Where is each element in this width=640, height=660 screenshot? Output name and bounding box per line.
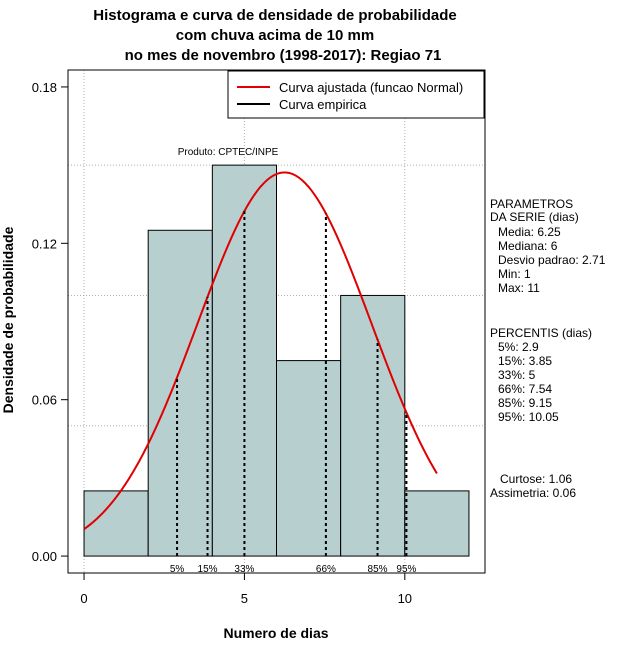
x-tick-label-0: 0 — [80, 591, 87, 606]
histogram-bar-1 — [147, 229, 213, 557]
axes: 0 5 10 0.00 0.06 0.12 0.18 — [32, 80, 412, 606]
percentis-title: PERCENTIS (dias) — [490, 326, 592, 340]
assimetria-value: Assimetria: 0.06 — [490, 486, 576, 500]
params-title-line-1: PARAMETROS — [490, 197, 573, 211]
legend-fitted-label: Curva ajustada (funcao Normal) — [279, 80, 463, 95]
param-mediana: Mediana: 6 — [498, 239, 558, 253]
percentil-33: 33%: 5 — [498, 368, 536, 382]
percentil-95: 95%: 10.05 — [498, 410, 559, 424]
percentil-5: 5%: 2.9 — [498, 340, 539, 354]
series-parameters-panel: PARAMETROS DA SERIE (dias) Media: 6.25 M… — [490, 197, 606, 500]
histogram-bar-3 — [276, 360, 342, 557]
percentile-label-1: 15% — [198, 564, 218, 575]
percentile-label-0: 5% — [170, 564, 185, 575]
chart-title-line-1: Histograma e curva de densidade de proba… — [93, 7, 456, 24]
y-tick-label-3: 0.18 — [32, 80, 57, 95]
percentile-label-3: 66% — [316, 564, 336, 575]
param-max: Max: 11 — [498, 281, 540, 295]
curtose-value: Curtose: 1.06 — [500, 472, 572, 486]
legend: Curva ajustada (funcao Normal) Curva emp… — [227, 70, 485, 119]
percentile-label-5: 95% — [396, 564, 416, 575]
param-desvio: Desvio padrao: 2.71 — [498, 253, 606, 267]
params-title-line-2: DA SERIE (dias) — [490, 210, 579, 224]
fitted-curve-layer — [83, 171, 438, 531]
y-tick-label-1: 0.06 — [32, 393, 57, 408]
histogram-bar-4 — [340, 294, 406, 557]
x-axis-label: Numero de dias — [223, 625, 328, 641]
percentile-label-2: 33% — [234, 564, 254, 575]
legend-box — [227, 70, 485, 119]
y-axis-label: Densidade de probabilidade — [0, 226, 16, 413]
chart-title-line-2: com chuva acima de 10 mm — [176, 27, 374, 44]
product-annotation: Produto: CPTEC/INPE — [178, 147, 279, 158]
fitted-normal-curve — [83, 171, 438, 531]
percentile-label-4: 85% — [368, 564, 388, 575]
x-tick-label-1: 5 — [241, 591, 248, 606]
grid-lines — [68, 70, 485, 573]
y-tick-label-2: 0.12 — [32, 236, 57, 251]
percentil-85: 85%: 9.15 — [498, 396, 552, 410]
chart-title-line-3: no mes de novembro (1998-2017): Regiao 7… — [125, 47, 442, 64]
percentil-15: 15%: 3.85 — [498, 354, 552, 368]
percentil-66: 66%: 7.54 — [498, 382, 552, 396]
x-tick-label-2: 10 — [398, 591, 412, 606]
y-tick-label-0: 0.00 — [32, 549, 57, 564]
histogram-bar-5 — [404, 490, 470, 557]
histogram-bar-0 — [83, 490, 149, 557]
param-min: Min: 1 — [498, 267, 531, 281]
histogram-bars — [83, 164, 470, 557]
legend-empirical-label: Curva empirica — [279, 97, 367, 112]
percentile-lines: 5% 15% 33% 66% 85% 95% — [170, 211, 417, 575]
param-media: Media: 6.25 — [498, 225, 561, 239]
